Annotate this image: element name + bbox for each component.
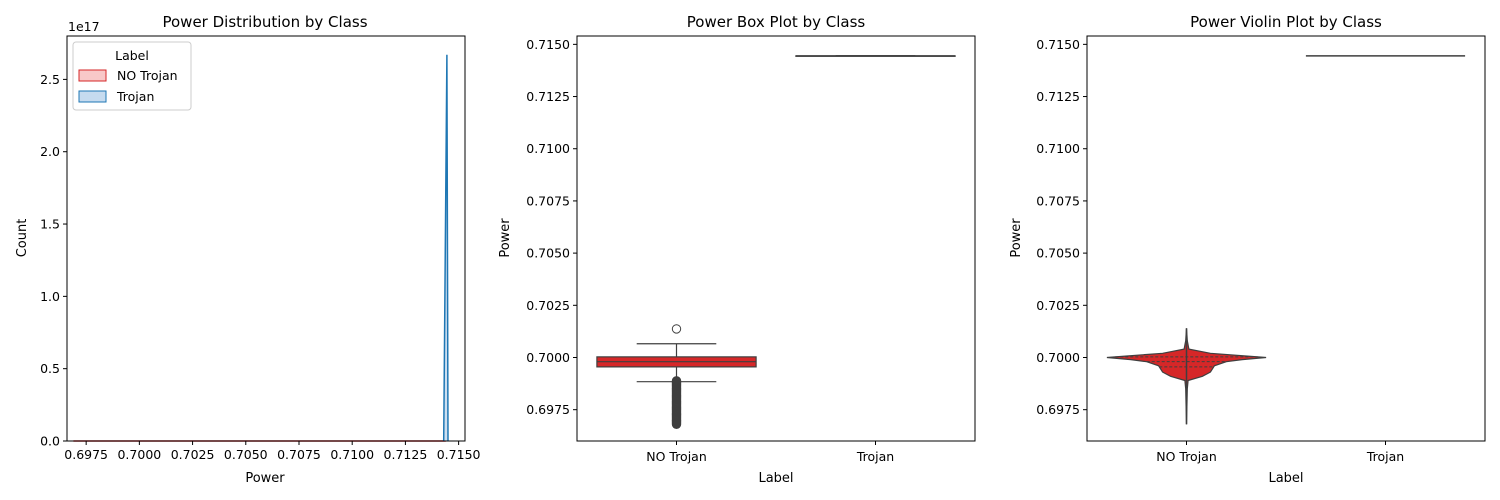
- violin-x-label: Label: [1268, 471, 1303, 486]
- distribution-x-ticks: 0.6975 0.7000 0.7025 0.7050 0.7075 0.7100 0.71…: [64, 441, 481, 462]
- x-tick-label: 0.6975: [64, 447, 108, 462]
- x-tick-label: NO Trojan: [646, 449, 707, 464]
- legend-swatch-trojan: [78, 90, 107, 103]
- box-y-label: Power: [498, 218, 513, 258]
- y-tick-label: 0.6975: [1036, 402, 1080, 417]
- distribution-x-label: Power: [245, 471, 285, 486]
- box-chart: Power Box Plot by Class NO Trojan Trojan …: [498, 13, 976, 486]
- violin-y-label: Power: [1009, 218, 1024, 258]
- x-tick-label: 0.7100: [330, 447, 374, 462]
- y-tick-label: 0.7125: [1036, 89, 1080, 104]
- outlier-point: [671, 376, 682, 386]
- x-tick-label: Trojan: [1366, 449, 1404, 464]
- legend-title: Label: [115, 48, 149, 63]
- y-tick-label: 0.6975: [526, 402, 570, 417]
- violin-chart: Power Violin Plot by Class NO Trojan Troj…: [1009, 13, 1486, 486]
- x-tick-label: 0.7125: [384, 447, 428, 462]
- y-tick-label: 0.7100: [526, 141, 570, 156]
- x-tick-label: 0.7150: [437, 447, 481, 462]
- y-tick-label: 1.5: [40, 217, 60, 232]
- distribution-marks: [73, 54, 449, 442]
- x-tick-label: 0.7000: [117, 447, 161, 462]
- outlier-point: [671, 324, 682, 334]
- distribution-legend: Label NO Trojan Trojan: [72, 41, 192, 111]
- violin-title: Power Violin Plot by Class: [1190, 13, 1382, 31]
- box-x-label: Label: [758, 471, 793, 486]
- legend-label-trojan: Trojan: [116, 89, 154, 104]
- distribution-y-ticks: 0.0 0.5 1.0 1.5 2.0 2.5: [40, 72, 67, 449]
- y-tick-label: 0.7075: [1036, 193, 1080, 208]
- distribution-title: Power Distribution by Class: [162, 13, 367, 31]
- y-tick-label: 0.7050: [526, 246, 570, 261]
- y-tick-label: 0.7025: [1036, 298, 1080, 313]
- violin-x-ticks: NO Trojan Trojan: [1156, 441, 1404, 464]
- legend-label-no-trojan: NO Trojan: [117, 68, 178, 83]
- y-tick-label: 0.7150: [1036, 37, 1080, 52]
- distribution-y-offset-text: 1e17: [68, 19, 100, 34]
- box-marks: [596, 55, 956, 429]
- box-x-ticks: NO Trojan Trojan: [646, 441, 894, 464]
- violin-marks: [1106, 55, 1466, 425]
- box-axes-frame: [576, 35, 976, 442]
- y-tick-label: 0.7125: [526, 89, 570, 104]
- y-tick-label: 0.7150: [526, 37, 570, 52]
- y-tick-label: 0.7075: [526, 193, 570, 208]
- legend-swatch-no-trojan: [78, 69, 107, 82]
- y-tick-label: 2.5: [40, 72, 60, 87]
- y-tick-label: 0.0: [40, 434, 60, 449]
- y-tick-label: 2.0: [40, 144, 60, 159]
- distribution-y-label: Count: [15, 219, 30, 258]
- violin-y-ticks: 0.6975 0.7000 0.7025 0.7050 0.7075 0.7100 0.71…: [1036, 37, 1087, 417]
- y-tick-label: 0.7025: [526, 298, 570, 313]
- box-title: Power Box Plot by Class: [687, 13, 866, 31]
- y-tick-label: 0.7000: [1036, 350, 1080, 365]
- violin-axes-frame: [1086, 35, 1486, 442]
- x-tick-label: NO Trojan: [1156, 449, 1217, 464]
- y-tick-label: 0.5: [40, 361, 60, 376]
- x-tick-label: Trojan: [856, 449, 894, 464]
- x-tick-label: 0.7075: [277, 447, 321, 462]
- distribution-axes-frame: [66, 35, 466, 442]
- y-tick-label: 1.0: [40, 289, 60, 304]
- distribution-chart: Power Distribution by Class 1e17 0.6975 0…: [15, 13, 481, 486]
- line-trojan: [442, 54, 449, 442]
- x-tick-label: 0.7025: [171, 447, 215, 462]
- x-tick-label: 0.7050: [224, 447, 268, 462]
- y-tick-label: 0.7050: [1036, 246, 1080, 261]
- y-tick-label: 0.7000: [526, 350, 570, 365]
- y-tick-label: 0.7100: [1036, 141, 1080, 156]
- box-y-ticks: 0.6975 0.7000 0.7025 0.7050 0.7075 0.7100 0.71…: [526, 37, 577, 417]
